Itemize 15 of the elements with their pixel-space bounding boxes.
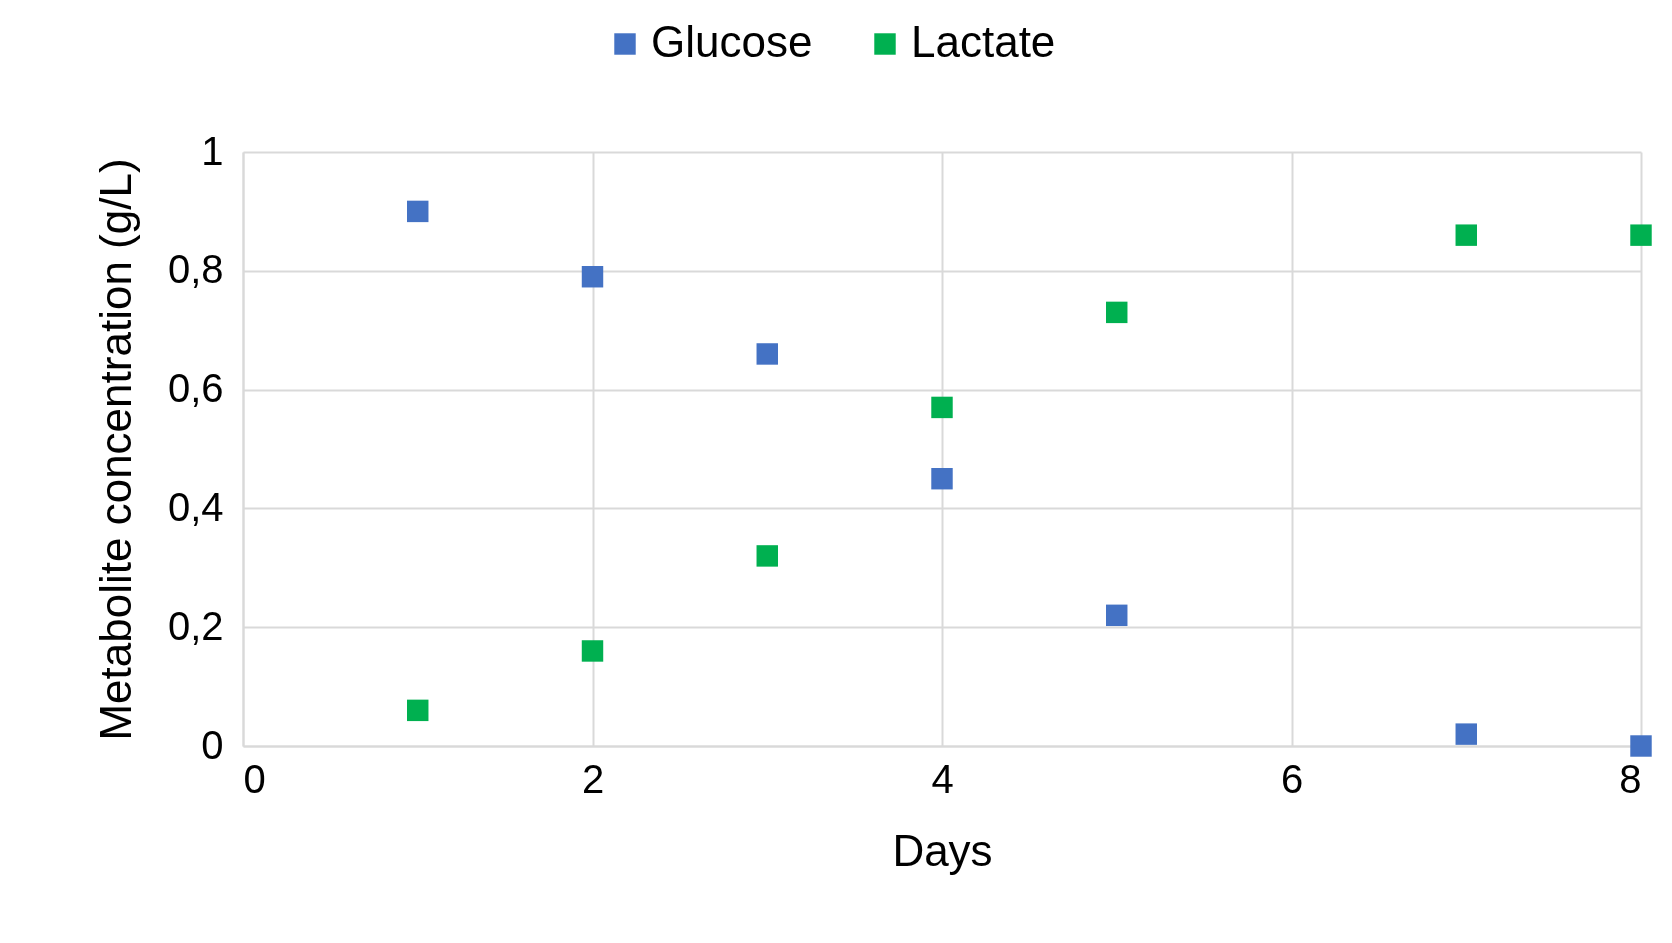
y-tick-label: 0,4 <box>167 484 224 529</box>
legend-label: Glucose <box>651 17 813 66</box>
y-axis-title: Metabolite concentration (g/L) <box>90 158 140 741</box>
x-tick-label: 0 <box>243 756 266 801</box>
y-tick-label: 0,8 <box>167 247 224 292</box>
x-tick-label: 4 <box>931 756 954 801</box>
legend-label: Lactate <box>911 17 1056 66</box>
y-tick-label: 0 <box>201 722 224 767</box>
x-axis-title: Days <box>892 825 993 875</box>
x-tick-label: 2 <box>581 756 605 801</box>
y-tick-label: 1 <box>201 128 224 173</box>
x-tick-label: 8 <box>1619 756 1642 801</box>
y-tick-label: 0,2 <box>167 603 224 648</box>
y-tick-label: 0,6 <box>167 366 224 411</box>
x-tick-label: 6 <box>1280 756 1304 801</box>
